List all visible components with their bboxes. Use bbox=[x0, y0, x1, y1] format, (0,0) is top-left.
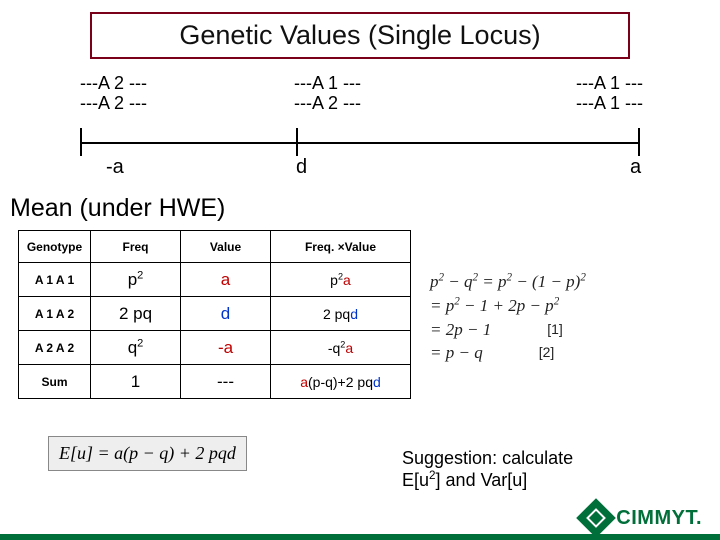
formula-text: E[u] = a(p − q) + 2 pqd bbox=[59, 443, 236, 463]
axis-tick bbox=[80, 128, 82, 156]
section-heading: Mean (under HWE) bbox=[10, 194, 225, 223]
axis-line bbox=[80, 142, 640, 144]
cell-value: a bbox=[181, 263, 271, 297]
col-genotype: Genotype bbox=[19, 231, 91, 263]
cell-genotype: A 1 A 2 bbox=[19, 297, 91, 331]
cell-genotype: A 1 A 1 bbox=[19, 263, 91, 297]
expectation-formula: E[u] = a(p − q) + 2 pqd bbox=[48, 436, 247, 471]
cell-value: -a bbox=[181, 331, 271, 365]
axis-label-left: -a bbox=[106, 156, 124, 179]
cell-freq: 2 pq bbox=[91, 297, 181, 331]
allele-right: ---A 1 --- ---A 1 --- bbox=[576, 74, 643, 114]
table-body: A 1 A 1p2ap2aA 1 A 22 pqd2 pqdA 2 A 2q2-… bbox=[19, 263, 411, 399]
table-row: Sum1---a(p-q)+2 pqd bbox=[19, 365, 411, 399]
table-row: A 1 A 22 pqd2 pqd bbox=[19, 297, 411, 331]
axis-tick bbox=[638, 128, 640, 156]
cimmyt-logo: CIMMYT. bbox=[582, 504, 702, 532]
genotype-axis bbox=[80, 128, 640, 158]
derivation-block: p2 − q2 = p2 − (1 − p)2= p2 − 1 + 2p − p… bbox=[430, 270, 586, 365]
derivation-line: = 2p − 1[1] bbox=[430, 318, 586, 342]
page-title: Genetic Values (Single Locus) bbox=[90, 12, 630, 59]
derivation-line: = p2 − 1 + 2p − p2 bbox=[430, 294, 586, 318]
col-freq: Freq bbox=[91, 231, 181, 263]
axis-label-mid: d bbox=[296, 156, 307, 179]
logo-text: CIMMYT. bbox=[616, 507, 702, 530]
cell-freq: q2 bbox=[91, 331, 181, 365]
footer-band bbox=[0, 534, 720, 540]
col-freqval: Freq. ×Value bbox=[271, 231, 411, 263]
suggestion-text: Suggestion: calculateE[u2] and Var[u] bbox=[402, 448, 573, 491]
table-row: A 1 A 1p2ap2a bbox=[19, 263, 411, 297]
cell-freqval: 2 pqd bbox=[271, 297, 411, 331]
cell-genotype: Sum bbox=[19, 365, 91, 399]
cell-freqval: -q2a bbox=[271, 331, 411, 365]
allele-mid: ---A 1 --- ---A 2 --- bbox=[294, 74, 361, 114]
axis-tick bbox=[296, 128, 298, 156]
col-value: Value bbox=[181, 231, 271, 263]
cell-value: d bbox=[181, 297, 271, 331]
cell-freq: p2 bbox=[91, 263, 181, 297]
axis-label-right: a bbox=[630, 156, 641, 179]
derivation-line: p2 − q2 = p2 − (1 − p)2 bbox=[430, 270, 586, 294]
allele-left: ---A 2 --- ---A 2 --- bbox=[80, 74, 147, 114]
cell-freqval: a(p-q)+2 pqd bbox=[271, 365, 411, 399]
logo-icon bbox=[576, 498, 616, 538]
table-row: A 2 A 2q2-a-q2a bbox=[19, 331, 411, 365]
cell-value: --- bbox=[181, 365, 271, 399]
slide: Genetic Values (Single Locus) ---A 2 ---… bbox=[0, 0, 720, 540]
derivation-line: = p − q[2] bbox=[430, 341, 586, 365]
cell-genotype: A 2 A 2 bbox=[19, 331, 91, 365]
genotype-table: Genotype Freq Value Freq. ×Value A 1 A 1… bbox=[18, 230, 411, 399]
table-header-row: Genotype Freq Value Freq. ×Value bbox=[19, 231, 411, 263]
cell-freqval: p2a bbox=[271, 263, 411, 297]
cell-freq: 1 bbox=[91, 365, 181, 399]
